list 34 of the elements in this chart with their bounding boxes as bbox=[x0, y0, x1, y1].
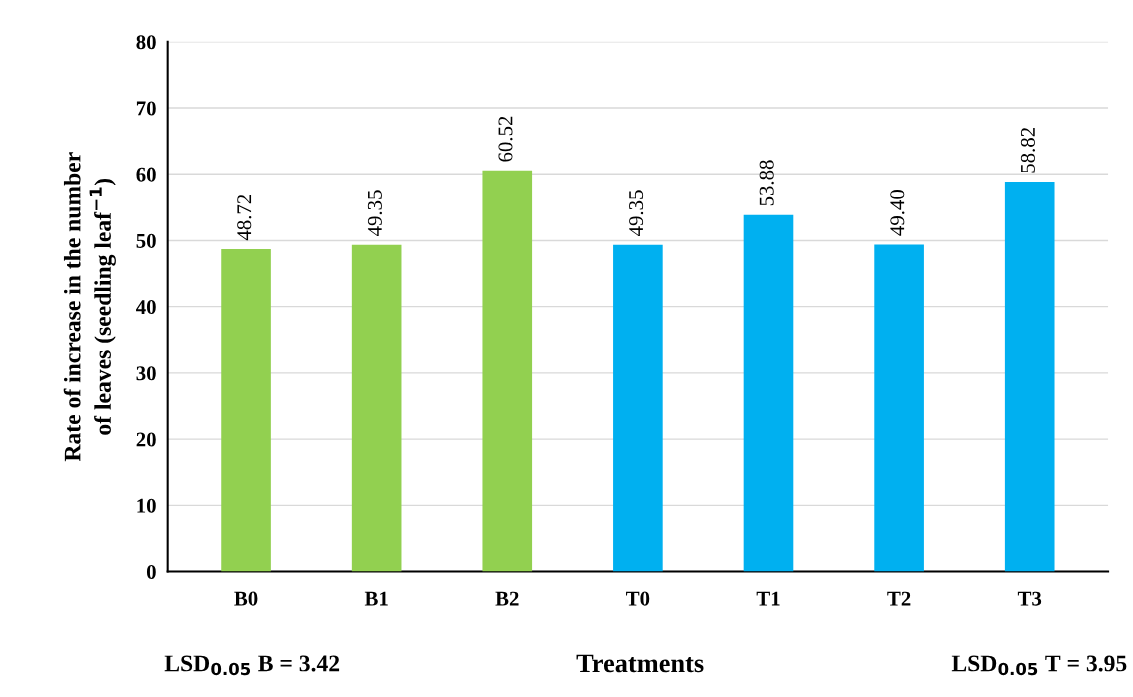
y-tick-label: 80 bbox=[136, 35, 156, 50]
bar bbox=[613, 244, 663, 572]
data-label: 60.52 bbox=[498, 116, 513, 162]
x-tick-label: T2 bbox=[887, 591, 911, 606]
y-axis-title: Rate of increase in the number of leaves (seedling leaf$^{−1}$) bbox=[63, 152, 116, 462]
data-label: 49.35 bbox=[367, 190, 382, 237]
data-label: 58.82 bbox=[1020, 128, 1036, 173]
y-tick-label: 10 bbox=[137, 498, 156, 513]
x-tick-label: T1 bbox=[756, 591, 780, 606]
y-tick-label: 0 bbox=[146, 564, 156, 579]
data-label: 48.72 bbox=[237, 194, 252, 241]
bar bbox=[743, 214, 794, 572]
y-tick-label: 40 bbox=[136, 300, 156, 315]
data-label: 49.40 bbox=[890, 190, 905, 236]
y-tick-label: 50 bbox=[136, 233, 156, 248]
data-label: 49.35 bbox=[629, 190, 644, 237]
bar bbox=[482, 170, 533, 572]
data-label: 53.88 bbox=[759, 160, 774, 206]
y-tick-label: 60 bbox=[136, 167, 156, 182]
x-tick-label: B2 bbox=[495, 591, 519, 606]
x-tick-label: B1 bbox=[364, 591, 388, 606]
x-tick-label: B0 bbox=[234, 591, 258, 606]
y-tick-label: 70 bbox=[136, 101, 156, 116]
bar bbox=[221, 248, 271, 572]
bar bbox=[1004, 182, 1055, 572]
bar bbox=[874, 244, 924, 572]
x-tick-label: T0 bbox=[626, 591, 650, 606]
x-axis-title: Treatments bbox=[576, 654, 704, 673]
y-tick-label: 30 bbox=[136, 366, 156, 381]
text: LSD$_{0.05}$ T = 3.95 bbox=[951, 655, 1127, 676]
bar bbox=[351, 244, 402, 572]
text: LSD$_{0.05}$ B = 3.42 bbox=[164, 655, 340, 676]
x-tick-label: T3 bbox=[1017, 591, 1042, 606]
y-tick-label: 20 bbox=[136, 432, 156, 447]
